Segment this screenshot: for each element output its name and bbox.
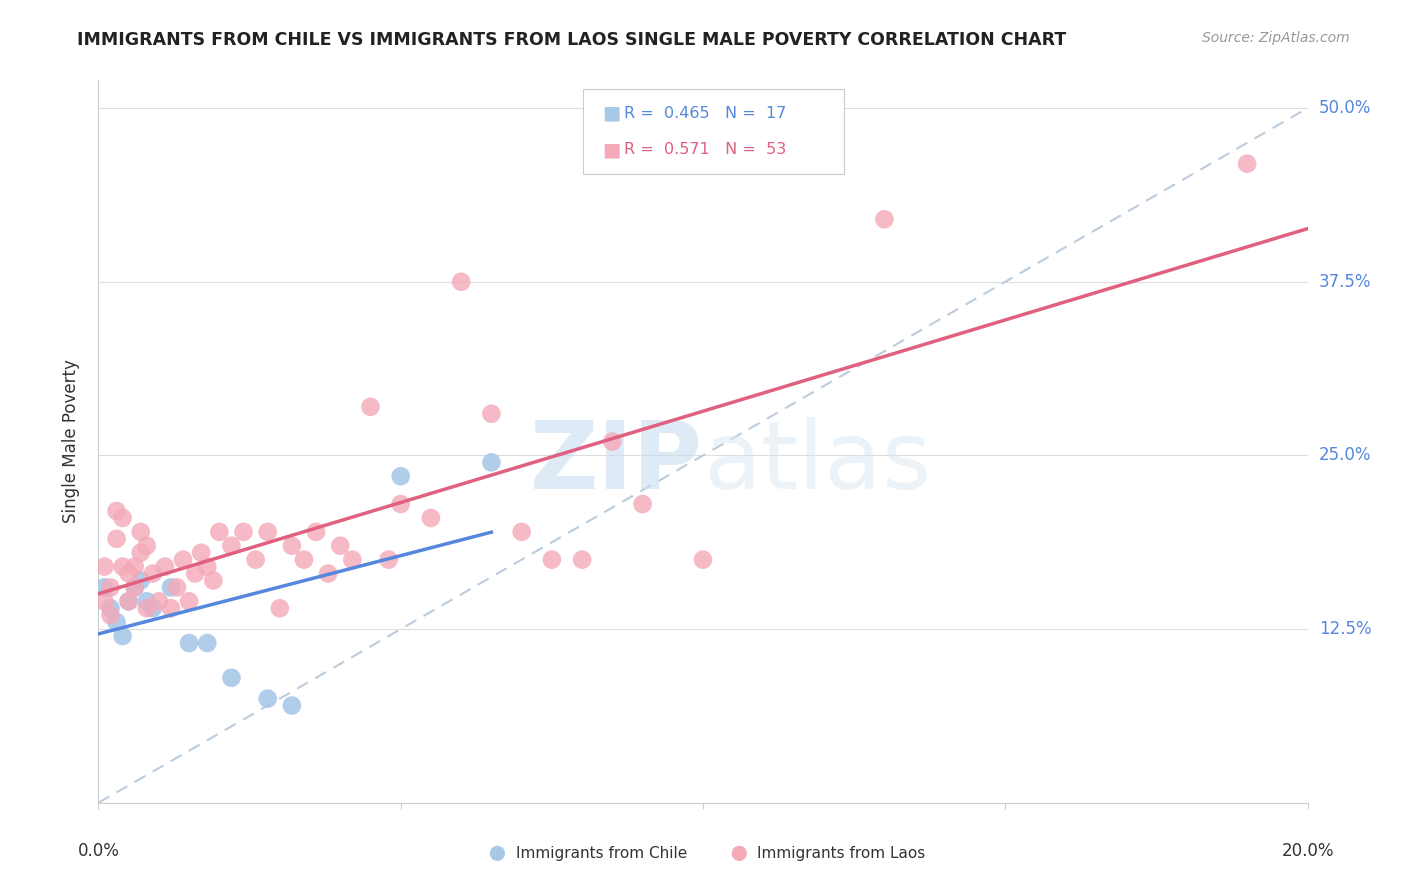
Point (232, 524, 254, 539)
Point (571, 552, 593, 566)
Point (256, 524, 278, 539)
Point (160, 581, 183, 595)
Point (377, 552, 399, 566)
Point (118, 594, 141, 608)
Point (111, 559, 134, 574)
Point (118, 566, 141, 581)
Text: Immigrants from Laos: Immigrants from Laos (758, 846, 925, 861)
Point (190, 546, 212, 560)
Point (179, 594, 201, 608)
Text: 0.0%: 0.0% (77, 842, 120, 860)
Point (873, 212, 896, 227)
Text: 50.0%: 50.0% (1319, 99, 1371, 117)
Point (135, 594, 157, 608)
Point (135, 539, 157, 553)
Text: 25.0%: 25.0% (1319, 446, 1371, 465)
Point (100, 581, 122, 595)
Point (450, 275, 472, 289)
Point (1236, 156, 1258, 170)
Point (360, 400, 382, 414)
Point (129, 574, 152, 588)
Point (100, 601, 122, 615)
Point (105, 532, 128, 546)
Text: Source: ZipAtlas.com: Source: ZipAtlas.com (1202, 31, 1350, 45)
Point (135, 601, 157, 615)
Point (202, 574, 225, 588)
Point (184, 566, 207, 581)
Point (124, 559, 146, 574)
Text: 20.0%: 20.0% (1281, 842, 1334, 860)
Text: ■: ■ (602, 103, 620, 123)
Text: ■: ■ (602, 140, 620, 160)
Point (510, 524, 533, 539)
Point (389, 469, 412, 483)
Point (329, 539, 352, 553)
Text: 37.5%: 37.5% (1319, 273, 1371, 291)
Point (142, 601, 165, 615)
Point (105, 504, 128, 518)
Point (166, 581, 188, 595)
Point (93, 559, 115, 574)
Point (481, 407, 503, 421)
Point (195, 636, 218, 650)
Point (129, 524, 152, 539)
Point (221, 671, 243, 685)
Point (305, 524, 328, 539)
Point (118, 594, 141, 608)
Text: 12.5%: 12.5% (1319, 620, 1371, 638)
Point (631, 497, 654, 511)
Point (195, 559, 218, 574)
Point (124, 581, 146, 595)
Point (389, 497, 412, 511)
Text: Immigrants from Chile: Immigrants from Chile (516, 846, 686, 861)
Point (269, 601, 291, 615)
Point (281, 539, 304, 553)
Text: IMMIGRANTS FROM CHILE VS IMMIGRANTS FROM LAOS SINGLE MALE POVERTY CORRELATION CH: IMMIGRANTS FROM CHILE VS IMMIGRANTS FROM… (77, 31, 1067, 49)
Y-axis label: Single Male Poverty: Single Male Poverty (62, 359, 80, 524)
Point (172, 552, 194, 566)
Point (124, 581, 146, 595)
Point (245, 552, 267, 566)
Point (256, 691, 278, 706)
Point (160, 601, 183, 615)
Text: R =  0.571   N =  53: R = 0.571 N = 53 (624, 143, 786, 157)
Text: R =  0.465   N =  17: R = 0.465 N = 17 (624, 106, 786, 120)
Point (153, 559, 176, 574)
Point (111, 511, 134, 525)
Point (281, 698, 304, 713)
Point (105, 615, 128, 630)
Point (93, 594, 115, 608)
Point (316, 566, 339, 581)
Point (221, 539, 243, 553)
Point (602, 434, 624, 449)
Point (179, 636, 201, 650)
Text: ZIP: ZIP (530, 417, 703, 509)
Point (420, 511, 443, 525)
Point (142, 566, 165, 581)
Point (692, 552, 714, 566)
Point (100, 608, 122, 623)
Point (481, 455, 503, 469)
Text: atlas: atlas (703, 417, 931, 509)
Point (342, 552, 364, 566)
Point (148, 594, 170, 608)
Point (292, 552, 315, 566)
Point (111, 629, 134, 643)
Point (540, 552, 562, 566)
Point (129, 546, 152, 560)
Point (208, 524, 231, 539)
Point (93, 581, 115, 595)
